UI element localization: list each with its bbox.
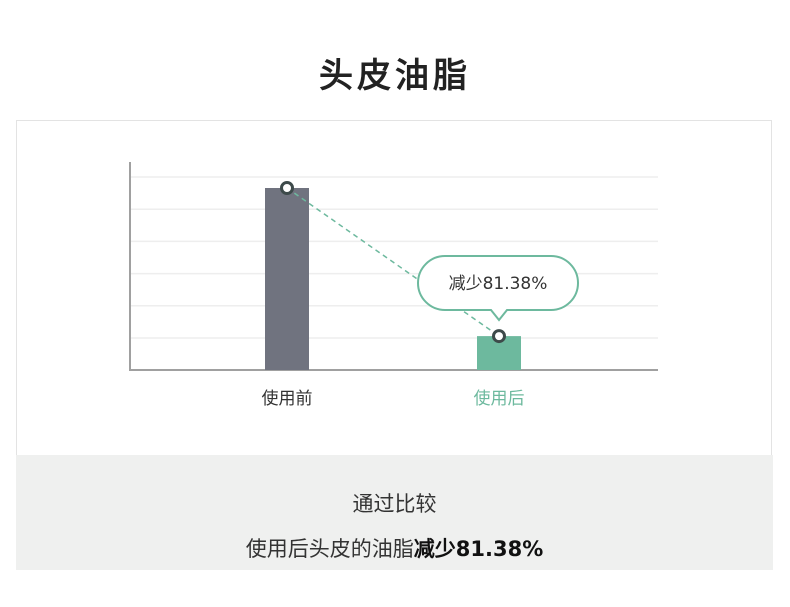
bar-1	[265, 188, 309, 370]
bar-chart: 使用前 使用后 减少81.38%	[129, 162, 658, 409]
annotation-label: 减少81.38%	[449, 274, 548, 294]
summary-emphasis: 减少81.38%	[413, 537, 544, 561]
page-title: 头皮油脂	[319, 56, 471, 96]
summary-line-2: 使用后头皮的油脂减少81.38%	[16, 533, 773, 563]
trend-line	[286, 187, 500, 337]
summary-line-1: 通过比较	[352, 492, 437, 516]
callout-bubble	[417, 255, 579, 322]
summary-footer: 通过比较 使用后头皮的油脂减少81.38%	[16, 455, 773, 570]
data-point-marker	[492, 329, 506, 344]
summary-prefix: 使用后头皮的油脂	[245, 537, 414, 561]
x-tick-label: 使用后	[474, 388, 525, 409]
x-tick-label: 使用前	[262, 388, 313, 409]
data-point-marker	[280, 181, 294, 195]
